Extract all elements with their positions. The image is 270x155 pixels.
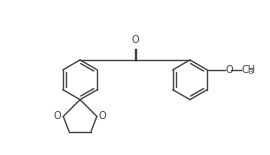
Text: O: O xyxy=(225,65,233,75)
Text: CH: CH xyxy=(241,65,255,75)
Text: O: O xyxy=(99,111,106,121)
Text: O: O xyxy=(131,35,139,45)
Text: 3: 3 xyxy=(248,69,252,75)
Text: O: O xyxy=(54,111,61,121)
